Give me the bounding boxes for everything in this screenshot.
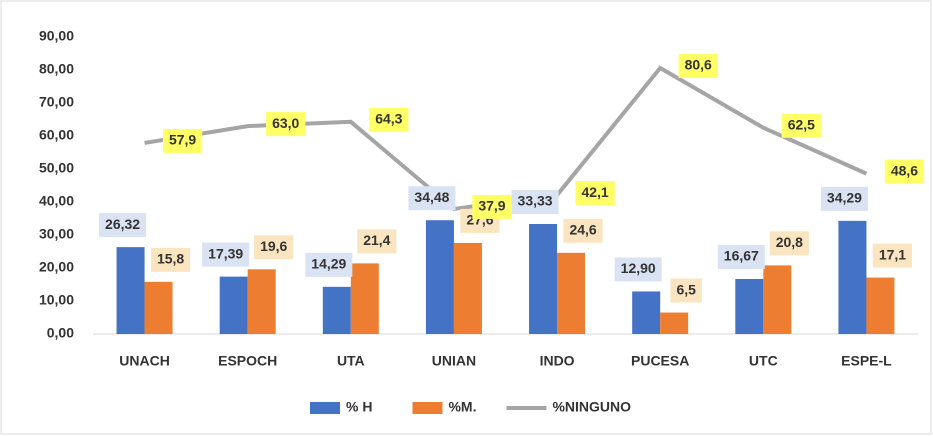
data-label: 15,8 — [157, 251, 184, 267]
data-label: 14,29 — [311, 256, 346, 272]
legend-label: %M. — [448, 399, 476, 415]
data-label-box — [150, 247, 191, 272]
data-label-box — [678, 54, 718, 79]
data-label-box — [614, 257, 662, 282]
data-label-box — [717, 244, 765, 269]
y-tick-label: 40,00 — [39, 193, 74, 209]
bar — [866, 277, 895, 334]
data-label: 20,8 — [776, 234, 803, 250]
x-tick-label: ESPOCH — [218, 353, 277, 369]
data-label-box — [254, 235, 294, 260]
legend-label: %NINGUNO — [552, 399, 631, 415]
bar — [763, 265, 792, 334]
data-label: 34,29 — [827, 190, 862, 206]
y-tick-label: 20,00 — [39, 259, 74, 275]
data-label-box — [884, 159, 925, 184]
bar — [116, 247, 145, 334]
data-label-box — [472, 194, 512, 219]
data-label: 17,1 — [879, 246, 906, 262]
data-label-box — [575, 181, 615, 206]
bar — [350, 263, 379, 334]
data-label-box — [670, 278, 702, 303]
y-tick-label: 30,00 — [39, 226, 74, 242]
data-label: 64,3 — [375, 111, 402, 127]
data-label: 24,6 — [569, 222, 596, 238]
data-label: 80,6 — [685, 57, 712, 73]
data-label-box — [511, 190, 559, 215]
bar — [322, 286, 351, 334]
data-label: 6,5 — [676, 281, 696, 297]
x-tick-label: UTA — [337, 353, 365, 369]
data-label-box — [820, 186, 868, 211]
data-label: 17,39 — [208, 245, 243, 261]
data-label: 12,90 — [621, 260, 656, 276]
bar — [529, 224, 558, 334]
data-label: 42,1 — [581, 184, 608, 200]
data-label: 34,48 — [414, 189, 449, 205]
bar — [660, 312, 689, 334]
x-tick-label: PUCESA — [631, 353, 689, 369]
data-label: 57,9 — [169, 132, 196, 148]
data-label: 37,9 — [478, 198, 505, 214]
bar — [144, 281, 173, 334]
data-label-box — [781, 113, 821, 138]
legend-swatch — [310, 402, 340, 414]
y-tick-label: 70,00 — [39, 94, 74, 110]
bar — [557, 252, 586, 334]
bar — [247, 269, 276, 334]
y-tick-label: 50,00 — [39, 160, 74, 176]
legend-label: % H — [346, 399, 372, 415]
data-label: 33,33 — [518, 193, 553, 209]
bar — [632, 291, 661, 334]
y-tick-label: 10,00 — [39, 292, 74, 308]
x-tick-label: UTC — [749, 353, 778, 369]
data-label: 19,6 — [260, 238, 287, 254]
data-label-box — [872, 243, 913, 268]
data-label-box — [202, 242, 250, 267]
data-label: 48,6 — [891, 162, 918, 178]
bar — [425, 220, 454, 334]
y-tick-label: 80,00 — [39, 61, 74, 77]
data-label-box — [408, 186, 456, 211]
data-label-box — [357, 229, 397, 254]
data-label-box — [305, 252, 353, 277]
data-label: 63,0 — [272, 115, 299, 131]
x-tick-label: UNACH — [119, 353, 170, 369]
data-label: 26,32 — [105, 216, 140, 232]
x-tick-label: ESPE-L — [841, 353, 892, 369]
data-label-box — [162, 128, 203, 153]
data-label-box — [769, 231, 809, 256]
data-label-box — [563, 218, 603, 243]
legend-swatch — [412, 402, 443, 414]
data-label: 16,67 — [724, 248, 759, 264]
data-label-box — [266, 112, 306, 137]
y-tick-label: 90,00 — [39, 28, 74, 44]
data-label-box — [369, 107, 409, 132]
data-label-box — [99, 213, 147, 238]
data-label: 21,4 — [363, 232, 390, 248]
x-tick-label: INDO — [540, 353, 575, 369]
bar — [453, 242, 482, 334]
bar — [735, 278, 764, 334]
y-tick-label: 0,00 — [47, 325, 74, 341]
x-tick-label: UNIAN — [432, 353, 476, 369]
bar — [838, 220, 867, 334]
bar — [219, 276, 248, 334]
data-label: 62,5 — [788, 116, 815, 132]
y-tick-label: 60,00 — [39, 127, 74, 143]
